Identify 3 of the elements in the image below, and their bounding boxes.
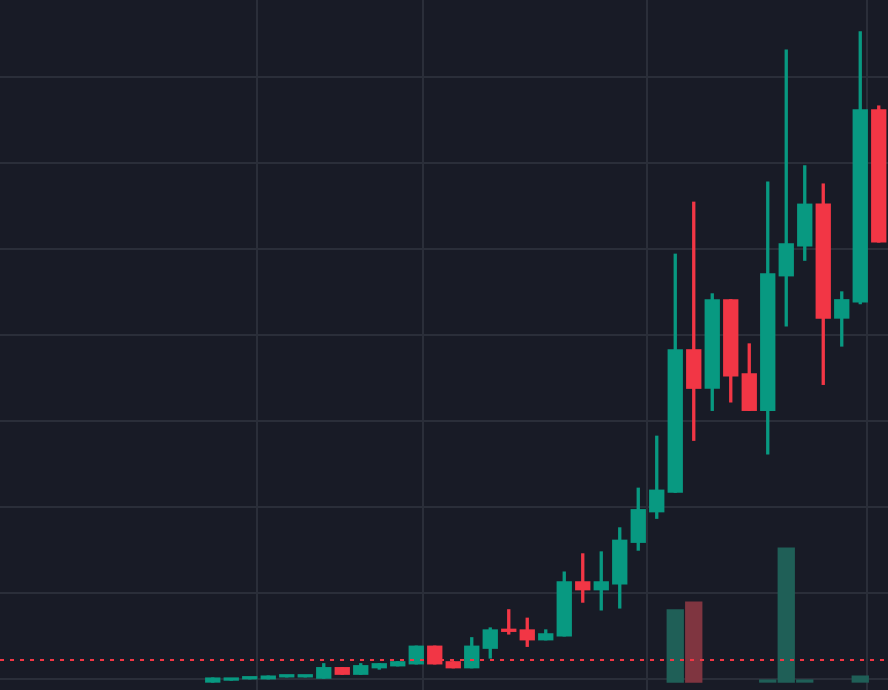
bar bbox=[685, 601, 703, 683]
bar bbox=[666, 609, 684, 683]
bar bbox=[851, 675, 869, 683]
